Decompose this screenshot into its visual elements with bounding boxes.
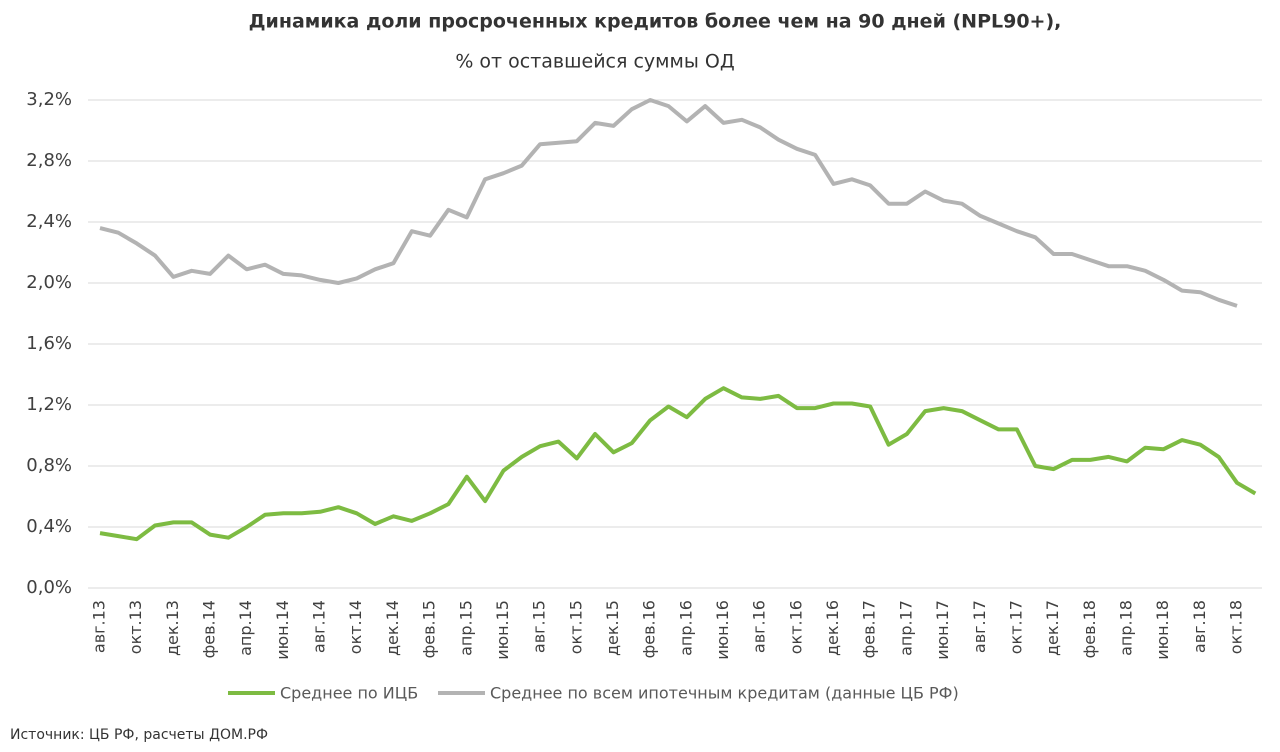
source-note: Источник: ЦБ РФ, расчеты ДОМ.РФ: [10, 727, 268, 743]
y-tick-label: 2,4%: [26, 211, 72, 232]
y-tick-label: 0,4%: [26, 516, 72, 537]
x-tick-label: окт.17: [1006, 600, 1025, 654]
x-tick-label: апр.18: [1116, 600, 1135, 656]
series-line: [99, 386, 1257, 542]
legend-label: Среднее по ИЦБ: [280, 684, 418, 703]
x-tick-label: авг.13: [90, 600, 109, 653]
x-tick-label: июн.14: [273, 600, 292, 660]
chart-subtitle: % от оставшейся суммы ОД: [455, 51, 734, 73]
x-tick-label: авг.15: [530, 600, 549, 653]
x-tick-label: апр.16: [676, 600, 695, 656]
x-tick-label: дек.16: [823, 600, 842, 656]
x-tick-label: фев.14: [200, 600, 219, 658]
series-line: [99, 98, 1238, 308]
y-tick-label: 2,0%: [26, 272, 72, 293]
x-tick-label: авг.16: [750, 600, 769, 653]
x-tick-label: дек.13: [163, 600, 182, 656]
y-tick-label: 1,6%: [26, 333, 72, 354]
y-tick-label: 0,0%: [26, 577, 72, 598]
x-tick-label: дек.17: [1043, 600, 1062, 656]
x-tick-label: июн.17: [933, 600, 952, 660]
x-tick-label: фев.17: [860, 600, 879, 658]
x-tick-label: апр.15: [456, 600, 475, 656]
x-tick-label: окт.16: [786, 600, 805, 654]
y-tick-label: 2,8%: [26, 150, 72, 171]
y-tick-label: 0,8%: [26, 455, 72, 476]
x-tick-label: апр.14: [236, 600, 255, 656]
x-tick-label: окт.13: [126, 600, 145, 654]
x-tick-label: дек.15: [603, 600, 622, 656]
x-tick-label: окт.15: [566, 600, 585, 654]
legend-label: Среднее по всем ипотечным кредитам (данн…: [490, 684, 959, 703]
x-tick-label: июн.15: [493, 600, 512, 660]
chart-title: Динамика доли просроченных кредитов боле…: [249, 11, 1062, 33]
x-tick-label: окт.14: [346, 600, 365, 654]
x-tick-label: фев.16: [640, 600, 659, 658]
x-tick-label: июн.16: [713, 600, 732, 660]
x-tick-label: июн.18: [1153, 600, 1172, 660]
x-tick-label: фев.15: [420, 600, 439, 658]
x-tick-label: дек.14: [383, 600, 402, 656]
y-tick-label: 3,2%: [26, 89, 72, 110]
x-tick-label: авг.14: [310, 600, 329, 653]
y-tick-label: 1,2%: [26, 394, 72, 415]
x-tick-label: авг.18: [1190, 600, 1209, 653]
x-tick-label: авг.17: [970, 600, 989, 653]
x-tick-label: окт.18: [1227, 600, 1246, 654]
x-tick-label: апр.17: [896, 600, 915, 656]
x-tick-label: фев.18: [1080, 600, 1099, 658]
